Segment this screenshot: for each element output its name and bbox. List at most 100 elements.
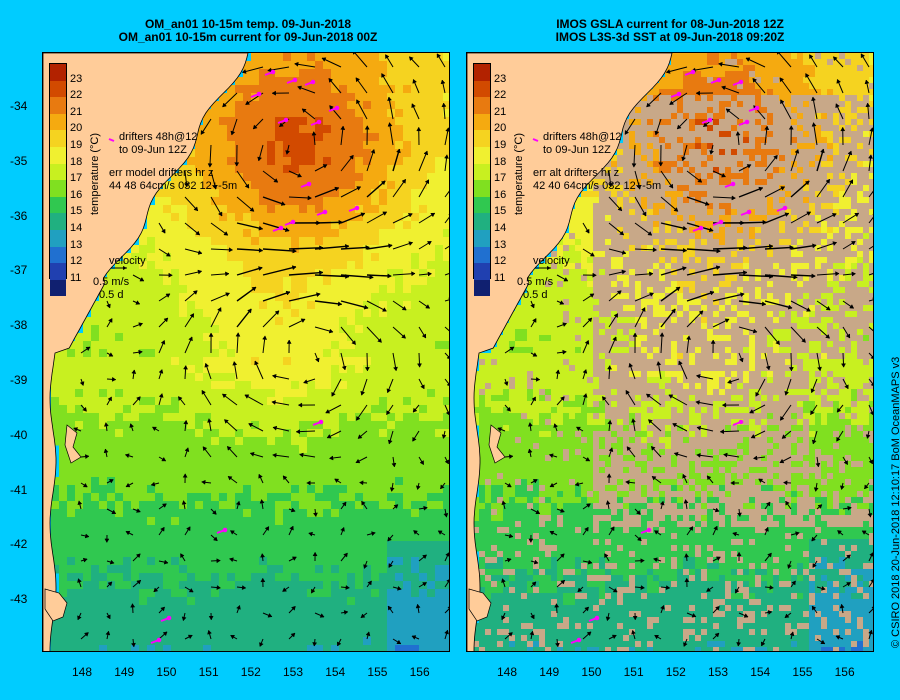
arrow-head <box>725 108 731 114</box>
arrow-head <box>130 642 136 648</box>
arrow-head <box>441 434 447 439</box>
latitude-tick-label: -35 <box>10 153 28 168</box>
arrow-head <box>136 508 141 513</box>
arrow-head <box>111 376 117 382</box>
arrow-head <box>559 553 565 559</box>
arrow-head <box>391 462 397 468</box>
arrow-head <box>811 273 816 279</box>
error-line1: err alt drifters hr z <box>533 167 620 179</box>
colorbar-title: temperature (°C) <box>89 132 101 215</box>
arrow-head <box>749 408 755 414</box>
current-arrow <box>738 187 763 198</box>
current-arrow <box>444 378 449 385</box>
current-arrow <box>686 248 721 252</box>
arrow-head <box>868 154 873 159</box>
current-arrow <box>444 299 449 302</box>
arrow-head <box>312 512 318 518</box>
colorbar-swatch <box>474 180 490 197</box>
arrow-head <box>371 531 376 537</box>
current-arrow <box>686 266 721 276</box>
latitude-tick-label: -40 <box>10 427 28 442</box>
arrow-head <box>312 642 318 647</box>
current-arrow <box>660 222 687 230</box>
velocity-duration: 0.5 d <box>523 289 548 301</box>
arrow-head <box>411 103 416 109</box>
colorbar-swatch <box>474 263 490 280</box>
arrow-head <box>271 400 276 405</box>
colorbar-swatch <box>474 64 490 81</box>
drifter-marker <box>156 637 162 643</box>
arrow-head <box>832 241 838 246</box>
arrow-head <box>767 552 772 558</box>
arrow-head <box>780 186 786 191</box>
arrow-head <box>584 339 590 345</box>
arrow-head <box>721 402 727 408</box>
arrow-head <box>653 557 658 563</box>
arrow-head <box>715 556 721 561</box>
current-arrow <box>868 216 873 224</box>
arrow-head <box>845 333 851 339</box>
drifter-marker <box>322 209 328 215</box>
arrow-head <box>610 526 615 532</box>
arrow-head <box>825 305 831 311</box>
arrow-head <box>135 300 141 305</box>
arrow-head <box>506 557 512 563</box>
arrow-head <box>426 241 432 246</box>
arrow-head <box>225 292 230 297</box>
arrow-head <box>817 504 823 509</box>
island <box>468 588 492 622</box>
arrow-head <box>574 481 580 487</box>
arrow-head <box>703 122 708 127</box>
colorbar-swatch <box>474 196 490 214</box>
arrow-head <box>421 333 427 339</box>
arrow-head <box>678 360 683 366</box>
arrow-head <box>189 313 194 319</box>
arrow-head <box>563 277 569 282</box>
arrow-head <box>397 585 402 591</box>
arrow-head <box>695 90 700 96</box>
arrow-head <box>732 531 738 537</box>
arrow-head <box>380 180 386 186</box>
arrow-head <box>846 554 851 560</box>
arrow-head <box>704 201 710 206</box>
arrow-head <box>795 531 800 537</box>
colorbar-swatch <box>474 130 490 147</box>
arrow-head <box>360 212 366 218</box>
colorbar-swatch <box>50 246 66 264</box>
arrow-head <box>153 587 159 593</box>
arrow-head <box>780 99 785 105</box>
arrow-head <box>682 225 688 231</box>
arrow-head <box>325 408 331 414</box>
arrow-head <box>812 563 817 568</box>
arrow-head <box>714 507 720 513</box>
arrow-head <box>355 458 361 464</box>
drifter-marker <box>318 419 324 425</box>
arrow-head <box>369 274 374 280</box>
arrow-head <box>719 429 725 435</box>
arrow-head <box>869 127 873 132</box>
colorbar-swatch <box>50 64 66 81</box>
arrow-head <box>407 213 413 218</box>
arrow-head <box>713 525 718 531</box>
arrow-head <box>584 526 589 532</box>
arrow-head <box>764 526 769 532</box>
arrow-head <box>783 480 788 486</box>
colorbar-swatch <box>50 163 66 181</box>
arrow-head <box>788 367 794 372</box>
arrow-head <box>424 179 430 185</box>
arrow-head <box>444 154 449 159</box>
arrow-head <box>417 363 422 368</box>
arrow-head <box>636 184 642 190</box>
arrow-head <box>825 178 830 184</box>
arrow-head <box>675 286 681 292</box>
arrow-head <box>805 73 810 78</box>
arrow-head <box>621 269 627 275</box>
arrow-head <box>328 328 334 334</box>
current-arrow <box>868 299 873 302</box>
arrow-head <box>260 553 266 558</box>
arrow-head <box>721 172 726 178</box>
arrow-head <box>341 501 347 507</box>
colorbar-tick-label: 13 <box>494 238 507 251</box>
right-map-canvas <box>467 53 873 651</box>
arrow-head <box>723 452 728 458</box>
